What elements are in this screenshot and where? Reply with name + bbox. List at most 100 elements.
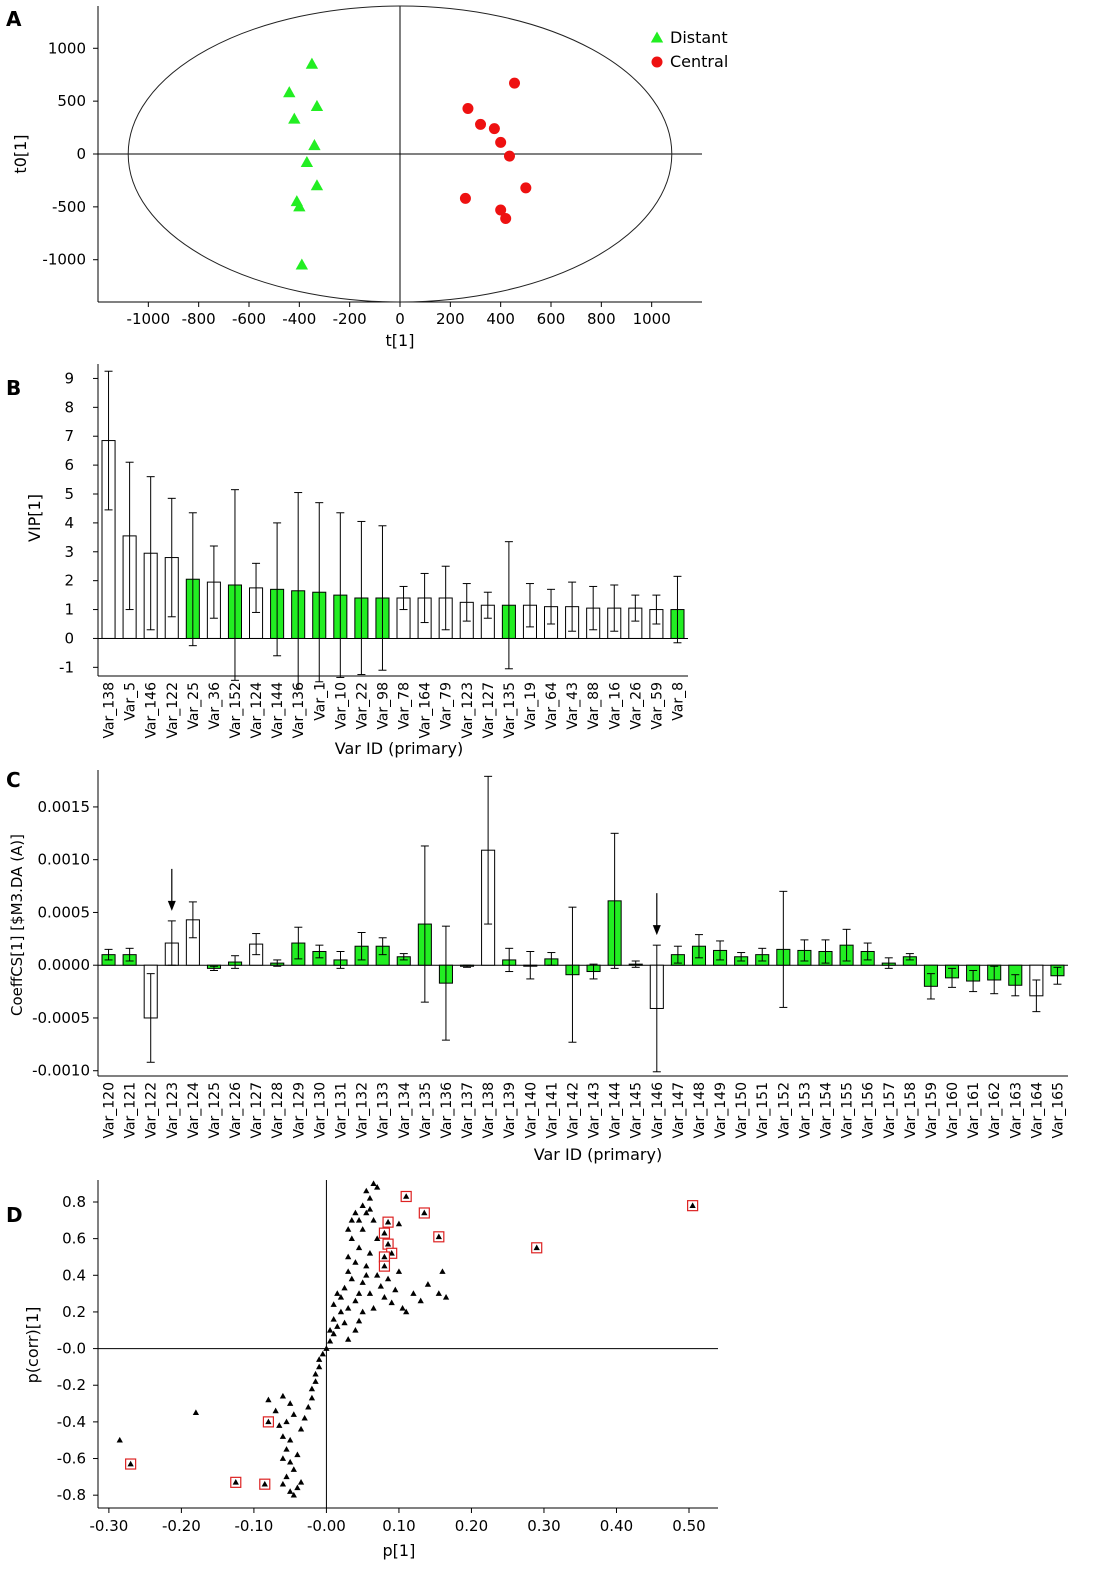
x-tick-label: Var_130 — [312, 1082, 328, 1139]
x-tick-label: Var_59 — [649, 682, 665, 730]
data-point — [500, 212, 512, 224]
y-tick-label: -500 — [52, 198, 86, 216]
x-tick-label: Var_129 — [291, 1082, 307, 1139]
data-point — [439, 1268, 446, 1274]
x-tick-label: Var_152 — [776, 1082, 792, 1139]
y-tick-label: -0.0005 — [32, 1009, 90, 1027]
x-tick-label: Var_154 — [819, 1082, 835, 1139]
y-tick-label: 0.0010 — [38, 851, 91, 869]
data-point — [319, 1350, 326, 1357]
panel-label-c: C — [6, 768, 21, 792]
highlighted-point — [533, 1244, 540, 1251]
y-tick-label: 0.0005 — [38, 903, 91, 921]
data-point — [359, 1279, 366, 1285]
x-tick-label: Var_153 — [797, 1082, 813, 1139]
x-tick-label: Var_124 — [186, 1082, 202, 1139]
highlighted-point — [381, 1253, 388, 1260]
y-tick-label: 1 — [64, 601, 74, 619]
data-point — [509, 77, 521, 89]
highlighted-point — [232, 1479, 239, 1485]
panel-label-a: A — [6, 7, 22, 31]
data-point — [359, 1202, 366, 1208]
x-tick-label: -400 — [282, 310, 316, 328]
data-point — [272, 1407, 279, 1414]
data-point — [290, 1466, 297, 1472]
data-point — [366, 1249, 374, 1256]
x-tick-label: Var_138 — [481, 1082, 497, 1139]
x-tick-label: Var_98 — [375, 682, 391, 730]
x-tick-label: Var_5 — [123, 682, 139, 721]
data-point — [192, 1409, 200, 1416]
x-tick-label: Var_123 — [165, 1082, 181, 1139]
y-tick-label: 0.0015 — [38, 798, 91, 816]
data-point — [316, 1363, 323, 1370]
x-tick-label: Var_157 — [882, 1082, 898, 1139]
data-point — [363, 1209, 370, 1216]
y-tick-label: 0.4 — [62, 1266, 86, 1284]
data-point — [290, 1411, 297, 1417]
highlighted-point — [381, 1262, 388, 1269]
x-tick-label: Var_137 — [460, 1082, 476, 1139]
x-tick-label: Var_127 — [481, 682, 497, 739]
data-point — [279, 1433, 287, 1439]
data-point — [355, 1244, 363, 1251]
x-tick-label: Var_120 — [102, 1082, 118, 1139]
data-point — [395, 1220, 403, 1227]
data-point — [366, 1206, 374, 1212]
panel-label-d: D — [6, 1203, 23, 1227]
x-tick-label: Var_161 — [966, 1082, 982, 1139]
x-tick-label: Var_146 — [650, 1082, 666, 1139]
data-point — [341, 1284, 348, 1291]
x-tick-label: Var_146 — [144, 682, 160, 739]
data-point — [287, 1458, 294, 1465]
data-point — [308, 1394, 316, 1401]
data-point — [287, 1400, 294, 1406]
data-point — [424, 1281, 432, 1287]
legend-label-distant: Distant — [670, 28, 728, 47]
data-point — [366, 1290, 374, 1296]
x-tick-label: Var_163 — [1008, 1082, 1024, 1139]
x-tick-label: Var_144 — [270, 682, 286, 739]
x-tick-label: Var_121 — [123, 1082, 139, 1139]
y-tick-label: 1000 — [48, 39, 86, 57]
data-point — [330, 1330, 337, 1337]
x-tick-label: Var_128 — [270, 1082, 286, 1139]
data-point — [459, 192, 471, 204]
arrow-head — [167, 900, 176, 911]
x-tick-label: Var_123 — [460, 682, 476, 739]
x-tick-label: Var_144 — [608, 1082, 624, 1139]
x-tick-label: Var_25 — [186, 682, 202, 730]
data-point — [330, 1301, 337, 1307]
data-point — [374, 1184, 381, 1190]
x-tick-label: Var_122 — [144, 1082, 160, 1139]
y-tick-label: 5 — [64, 485, 74, 503]
x-axis-label: Var ID (primary) — [534, 1145, 662, 1164]
data-point — [305, 57, 319, 69]
data-point — [348, 1217, 355, 1223]
y-tick-label: 0.2 — [62, 1303, 86, 1321]
data-point — [341, 1319, 348, 1326]
data-point — [276, 1422, 283, 1428]
highlighted-point — [127, 1460, 134, 1467]
x-tick-label: Var_139 — [502, 1082, 518, 1139]
x-tick-label: Var_131 — [334, 1082, 350, 1139]
y-tick-label: 9 — [64, 369, 74, 387]
data-point — [283, 1473, 290, 1480]
y-tick-label: 7 — [64, 427, 74, 445]
data-point — [377, 1282, 384, 1289]
data-point — [495, 136, 507, 148]
x-tick-label: 0.10 — [382, 1517, 415, 1535]
y-axis-label: CoeffCS[1] [$M3.DA (A)] — [8, 834, 26, 1016]
data-point — [475, 118, 487, 130]
x-tick-label: Var_160 — [945, 1082, 961, 1139]
data-point — [323, 1345, 330, 1351]
data-point — [345, 1253, 352, 1260]
y-tick-label: 2 — [64, 572, 74, 590]
data-point — [488, 123, 500, 135]
x-tick-label: Var_36 — [207, 682, 223, 730]
x-tick-label: -0.30 — [89, 1517, 128, 1535]
data-point — [388, 1299, 395, 1306]
data-point — [312, 1370, 319, 1377]
y-tick-label: 500 — [57, 92, 86, 110]
